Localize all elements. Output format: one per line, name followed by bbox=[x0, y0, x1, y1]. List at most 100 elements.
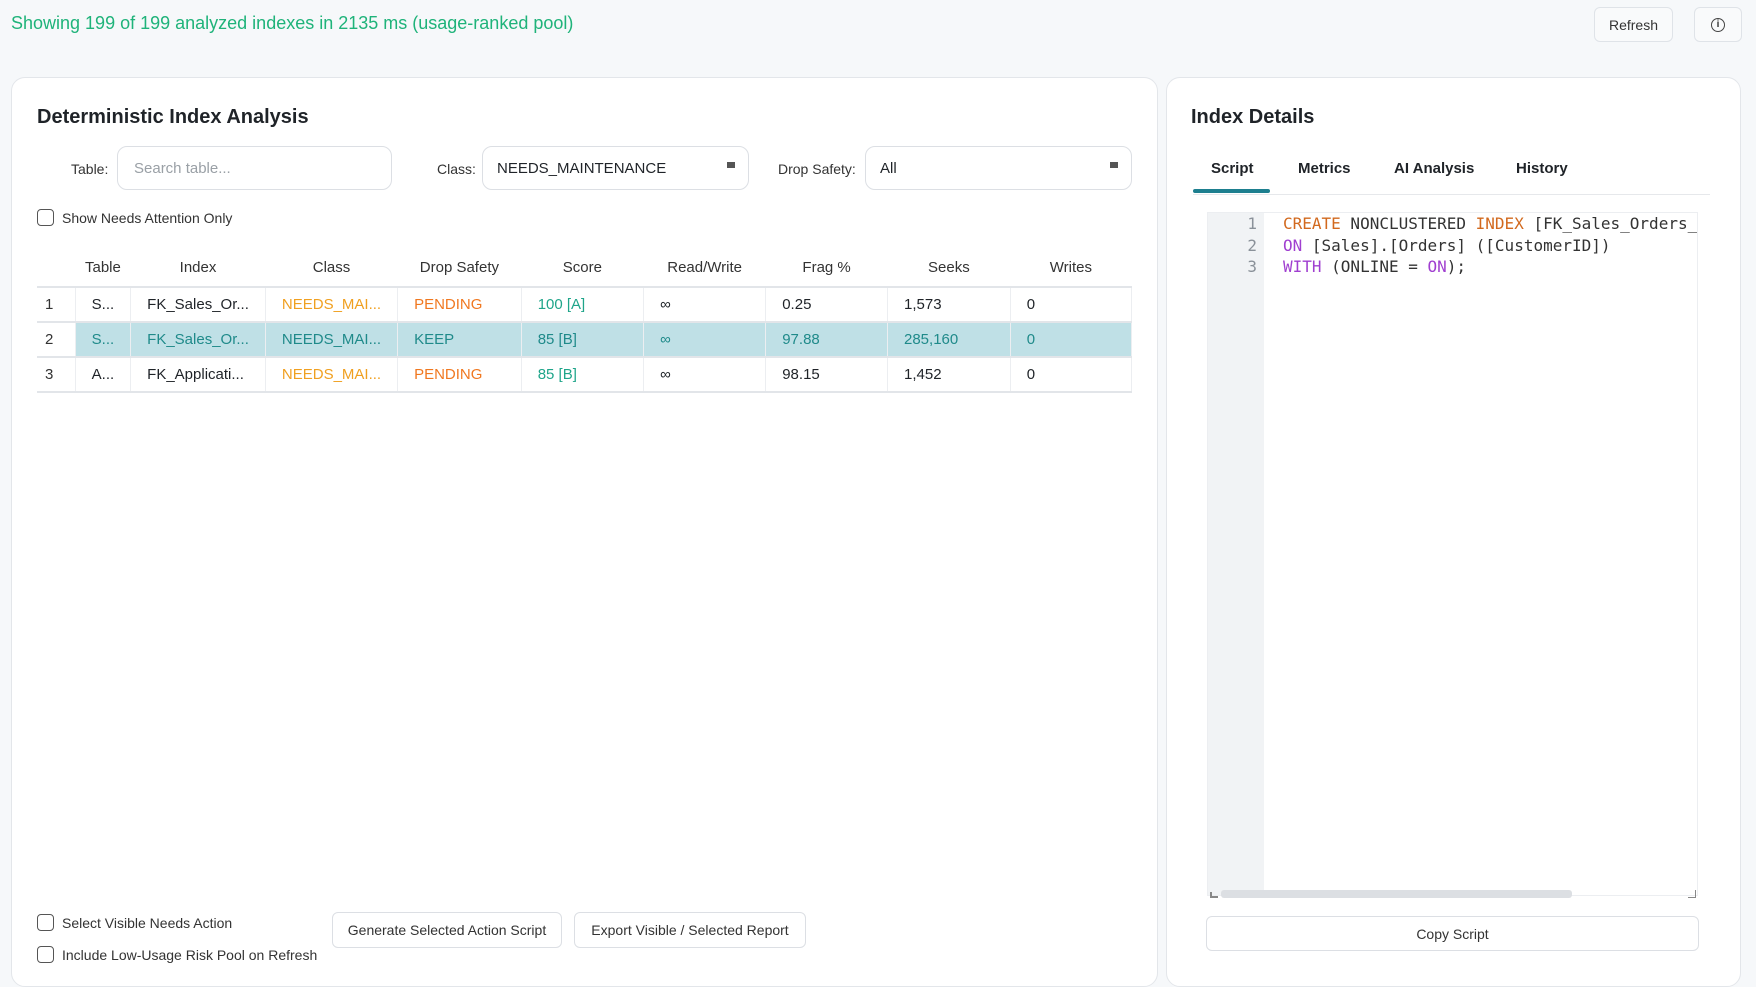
column-header[interactable]: Writes bbox=[1010, 248, 1132, 288]
code-line: WITH (ONLINE = ON); bbox=[1283, 257, 1466, 276]
row-number: 1 bbox=[37, 287, 76, 323]
code-keyword: WITH bbox=[1283, 257, 1322, 276]
table-row[interactable]: 3 A... FK_Applicati... NEEDS_MAI... PEND… bbox=[37, 357, 1133, 393]
cell-score: 100 [A] bbox=[521, 287, 645, 323]
tab-script[interactable]: Script bbox=[1211, 160, 1254, 177]
tab-history[interactable]: History bbox=[1516, 160, 1568, 177]
cell-frag: 97.88 bbox=[765, 322, 888, 358]
show-needs-attention-checkbox[interactable]: Show Needs Attention Only bbox=[37, 209, 232, 226]
panel-title: Deterministic Index Analysis bbox=[37, 106, 309, 128]
horizontal-scrollbar[interactable] bbox=[1221, 890, 1572, 898]
cell-writes: 0 bbox=[1010, 287, 1133, 323]
cell-writes: 0 bbox=[1010, 357, 1133, 393]
cell-read-write: ∞ bbox=[643, 322, 767, 358]
column-header[interactable]: Class bbox=[265, 248, 398, 288]
checkbox-label: Include Low-Usage Risk Pool on Refresh bbox=[62, 946, 318, 963]
table-header-row: Table Index Class Drop Safety Score Read… bbox=[37, 248, 1132, 288]
tab-metrics[interactable]: Metrics bbox=[1298, 160, 1351, 177]
table-row[interactable]: 1 S... FK_Sales_Or... NEEDS_MAI... PENDI… bbox=[37, 287, 1133, 323]
cell-index: FK_Sales_Or... bbox=[130, 287, 266, 323]
select-visible-needs-action-checkbox[interactable]: Select Visible Needs Action bbox=[37, 914, 232, 931]
code-keyword: CREATE bbox=[1283, 214, 1341, 233]
class-filter-label: Class: bbox=[437, 161, 476, 177]
code-keyword: INDEX bbox=[1475, 214, 1524, 233]
include-low-usage-checkbox[interactable]: Include Low-Usage Risk Pool on Refresh bbox=[37, 946, 317, 963]
copy-script-button[interactable]: Copy Script bbox=[1206, 916, 1699, 951]
table-row[interactable]: 2 S... FK_Sales_Or... NEEDS_MAI... KEEP … bbox=[37, 322, 1133, 358]
checkbox-label: Select Visible Needs Action bbox=[62, 914, 233, 931]
details-tabs: Script Metrics AI Analysis History bbox=[1193, 148, 1710, 195]
refresh-button[interactable]: Refresh bbox=[1594, 7, 1673, 42]
class-select[interactable]: NEEDS_MAINTENANCE bbox=[482, 146, 749, 190]
checkbox-icon[interactable] bbox=[37, 946, 54, 963]
cell-frag: 98.15 bbox=[765, 357, 888, 393]
cell-table: S... bbox=[75, 287, 132, 323]
generate-action-script-button[interactable]: Generate Selected Action Script bbox=[332, 912, 562, 948]
drop-safety-select-value: All bbox=[880, 159, 897, 177]
cell-writes: 0 bbox=[1010, 322, 1133, 358]
dropdown-marker-icon bbox=[1110, 162, 1118, 168]
cell-score: 85 [B] bbox=[521, 322, 645, 358]
row-number: 3 bbox=[37, 357, 76, 393]
cell-class: NEEDS_MAI... bbox=[265, 322, 399, 358]
column-header[interactable]: Seeks bbox=[887, 248, 1011, 288]
column-header[interactable]: Index bbox=[130, 248, 266, 288]
cell-class: NEEDS_MAI... bbox=[265, 357, 399, 393]
cell-index: FK_Sales_Or... bbox=[130, 322, 266, 358]
code-text: NONCLUSTERED bbox=[1340, 214, 1476, 233]
line-number: 3 bbox=[1247, 257, 1257, 276]
table-filter-label: Table: bbox=[71, 161, 109, 177]
line-number-gutter bbox=[1208, 213, 1264, 895]
code-keyword: ON bbox=[1283, 236, 1303, 255]
code-text: (ONLINE = bbox=[1321, 257, 1428, 276]
column-header[interactable]: Table bbox=[75, 248, 131, 288]
class-select-value: NEEDS_MAINTENANCE bbox=[497, 159, 667, 177]
code-text: [Sales].[Orders] ([CustomerID]) bbox=[1302, 236, 1611, 255]
status-text: Showing 199 of 199 analyzed indexes in 2… bbox=[11, 13, 574, 33]
column-header-num bbox=[37, 248, 76, 288]
index-table: Table Index Class Drop Safety Score Read… bbox=[37, 248, 1133, 393]
table-search-input-box[interactable] bbox=[117, 146, 392, 190]
code-text: ); bbox=[1446, 257, 1467, 276]
cell-drop-safety: KEEP bbox=[397, 322, 522, 358]
cell-drop-safety: PENDING bbox=[397, 287, 522, 323]
index-analysis-panel bbox=[11, 77, 1158, 987]
resize-handle-icon[interactable] bbox=[1688, 890, 1696, 898]
table-search-input[interactable] bbox=[132, 158, 377, 178]
tab-ai-analysis[interactable]: AI Analysis bbox=[1394, 160, 1475, 177]
script-editor[interactable]: 1 2 3 CREATE NONCLUSTERED INDEX [FK_Sale… bbox=[1207, 212, 1698, 896]
column-header[interactable]: Drop Safety bbox=[397, 248, 522, 288]
info-icon: i bbox=[1711, 17, 1725, 32]
code-line: CREATE NONCLUSTERED INDEX [FK_Sales_Orde… bbox=[1283, 214, 1698, 233]
info-button[interactable]: i bbox=[1694, 7, 1742, 42]
row-number: 2 bbox=[37, 322, 76, 358]
column-header[interactable]: Frag % bbox=[765, 248, 888, 288]
checkbox-label: Show Needs Attention Only bbox=[62, 209, 233, 226]
drop-safety-select[interactable]: All bbox=[865, 146, 1132, 190]
cell-read-write: ∞ bbox=[643, 357, 767, 393]
cell-score: 85 [B] bbox=[521, 357, 645, 393]
cell-drop-safety: PENDING bbox=[397, 357, 522, 393]
checkbox-icon[interactable] bbox=[37, 914, 54, 931]
export-report-button[interactable]: Export Visible / Selected Report bbox=[574, 912, 806, 948]
cell-class: NEEDS_MAI... bbox=[265, 287, 399, 323]
line-number: 2 bbox=[1247, 236, 1257, 255]
cell-frag: 0.25 bbox=[765, 287, 888, 323]
scroll-left-icon[interactable] bbox=[1210, 892, 1218, 898]
column-header[interactable]: Score bbox=[521, 248, 644, 288]
active-tab-indicator bbox=[1193, 189, 1270, 193]
code-keyword: ON bbox=[1427, 257, 1447, 276]
code-text: [FK_Sales_Orders_Custo bbox=[1533, 214, 1698, 233]
column-header[interactable]: Read/Write bbox=[643, 248, 766, 288]
cell-seeks: 1,573 bbox=[887, 287, 1011, 323]
dropdown-marker-icon bbox=[727, 162, 735, 168]
cell-index: FK_Applicati... bbox=[130, 357, 266, 393]
cell-table: S... bbox=[75, 322, 132, 358]
cell-seeks: 1,452 bbox=[887, 357, 1011, 393]
code-line: ON [Sales].[Orders] ([CustomerID]) bbox=[1283, 236, 1611, 255]
cell-seeks: 285,160 bbox=[887, 322, 1011, 358]
cell-read-write: ∞ bbox=[643, 287, 767, 323]
cell-table: A... bbox=[75, 357, 132, 393]
checkbox-icon[interactable] bbox=[37, 209, 54, 226]
line-number: 1 bbox=[1247, 214, 1257, 233]
